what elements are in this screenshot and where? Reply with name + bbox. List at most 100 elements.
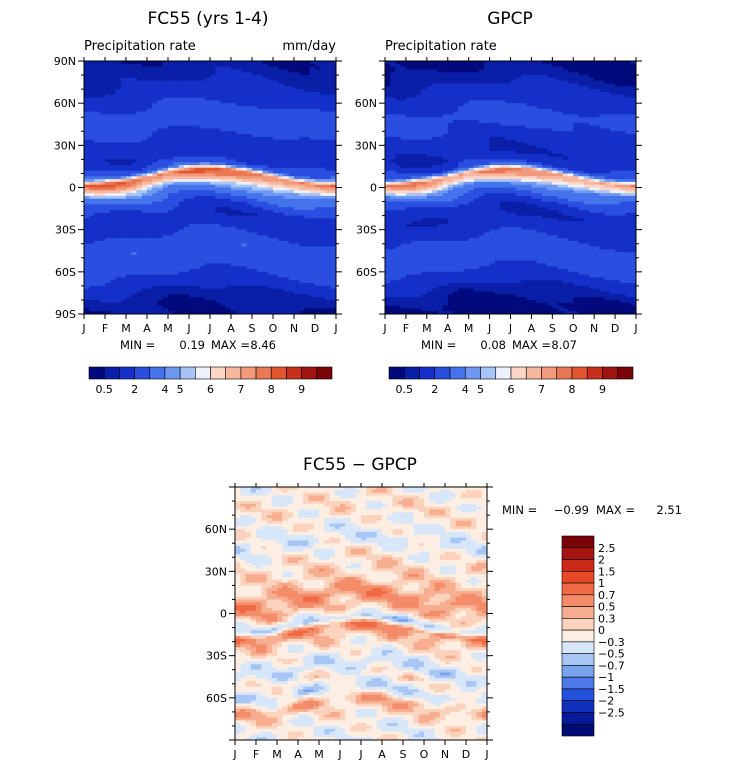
heatmap-cell	[267, 232, 274, 236]
heatmap-cell	[141, 150, 148, 155]
heatmap-cell	[210, 224, 216, 228]
heatmap-cell	[294, 238, 300, 242]
heatmap-cell	[220, 201, 227, 205]
heatmap-cell	[99, 83, 106, 87]
heatmap-cell	[257, 125, 264, 130]
heatmap-cell	[147, 221, 153, 225]
heatmap-cell	[141, 181, 148, 186]
heatmap-cell	[215, 125, 222, 130]
heatmap-cell	[215, 243, 222, 248]
heatmap-cell	[541, 63, 548, 68]
heatmap-cell	[515, 66, 522, 71]
heatmap-cell	[120, 162, 127, 166]
heatmap-cell	[136, 89, 143, 93]
heatmap-cell	[505, 91, 512, 96]
heatmap-cell	[115, 302, 122, 307]
heatmap-cell	[194, 224, 201, 228]
heatmap-cell	[246, 184, 253, 189]
heatmap-cell	[231, 170, 237, 175]
heatmap-cell	[162, 246, 169, 250]
heatmap-cell	[278, 114, 285, 118]
heatmap-cell	[115, 311, 122, 314]
heatmap-cell	[210, 150, 216, 155]
heatmap-cell	[115, 128, 122, 132]
heatmap-cell	[288, 226, 295, 231]
heatmap-cell	[157, 184, 164, 189]
heatmap-cell	[110, 240, 117, 245]
heatmap-cell	[162, 162, 169, 166]
heatmap-cell	[330, 269, 336, 273]
heatmap-cell	[278, 142, 285, 146]
heatmap-cell	[105, 260, 111, 264]
heatmap-cell	[136, 283, 143, 287]
heatmap-cell	[178, 187, 185, 191]
heatmap-cell	[199, 218, 206, 222]
heatmap-cell	[246, 207, 253, 211]
heatmap-cell	[215, 207, 222, 211]
heatmap-cell	[152, 260, 159, 264]
heatmap-cell	[479, 61, 485, 65]
heatmap-cell	[267, 66, 274, 71]
heatmap-cell	[309, 297, 316, 301]
heatmap-cell	[115, 165, 122, 169]
heatmap-cell	[204, 311, 211, 314]
heatmap-cell	[283, 131, 290, 135]
heatmap-cell	[320, 195, 327, 200]
heatmap-cell	[400, 86, 407, 90]
heatmap-cell	[309, 80, 316, 85]
heatmap-cell	[152, 311, 159, 314]
heatmap-cell	[283, 77, 290, 82]
heatmap-cell	[510, 69, 517, 73]
heatmap-cell	[194, 280, 201, 284]
heatmap-cell	[236, 209, 243, 214]
heatmap-cell	[494, 69, 501, 73]
heatmap-cell	[241, 260, 248, 264]
heatmap-cell	[273, 209, 279, 214]
heatmap-cell	[189, 266, 195, 270]
heatmap-cell	[157, 215, 164, 220]
heatmap-cell	[99, 254, 106, 259]
heatmap-cell	[168, 235, 174, 239]
heatmap-cell	[178, 80, 185, 85]
heatmap-cell	[183, 190, 190, 194]
heatmap-cell	[162, 308, 169, 312]
heatmap-cell	[257, 207, 264, 211]
heatmap-cell	[288, 302, 295, 307]
heatmap-cell	[110, 170, 117, 175]
heatmap-cell	[304, 201, 311, 205]
heatmap-cell	[309, 232, 316, 236]
heatmap-cell	[110, 77, 117, 82]
heatmap-cell	[105, 187, 111, 191]
heatmap-cell	[283, 280, 290, 284]
heatmap-cell	[94, 269, 101, 273]
heatmap-cell	[320, 83, 327, 87]
heatmap-cell	[105, 167, 111, 172]
heatmap-cell	[236, 283, 243, 287]
heatmap-cell	[288, 297, 295, 301]
heatmap-cell	[557, 66, 564, 71]
heatmap-cell	[231, 263, 237, 267]
heatmap-cell	[447, 72, 454, 76]
heatmap-cell	[288, 291, 295, 295]
heatmap-cell	[447, 91, 454, 96]
heatmap-cell	[168, 184, 174, 189]
heatmap-cell	[252, 72, 258, 76]
heatmap-cell	[283, 72, 290, 76]
heatmap-cell	[210, 311, 216, 314]
heatmap-cell	[278, 181, 285, 186]
heatmap-cell	[262, 269, 269, 273]
heatmap-cell	[168, 212, 174, 217]
heatmap-cell	[147, 269, 153, 273]
heatmap-cell	[609, 61, 616, 65]
heatmap-cell	[246, 195, 253, 200]
heatmap-cell	[315, 134, 321, 138]
heatmap-cell	[330, 86, 336, 90]
heatmap-cell	[115, 299, 122, 304]
heatmap-cell	[131, 136, 138, 141]
heatmap-cell	[94, 311, 101, 314]
heatmap-cell	[257, 187, 264, 191]
heatmap-cell	[168, 91, 174, 96]
heatmap-cell	[131, 100, 138, 104]
heatmap-cell	[194, 176, 201, 180]
heatmap-cell	[288, 153, 295, 158]
